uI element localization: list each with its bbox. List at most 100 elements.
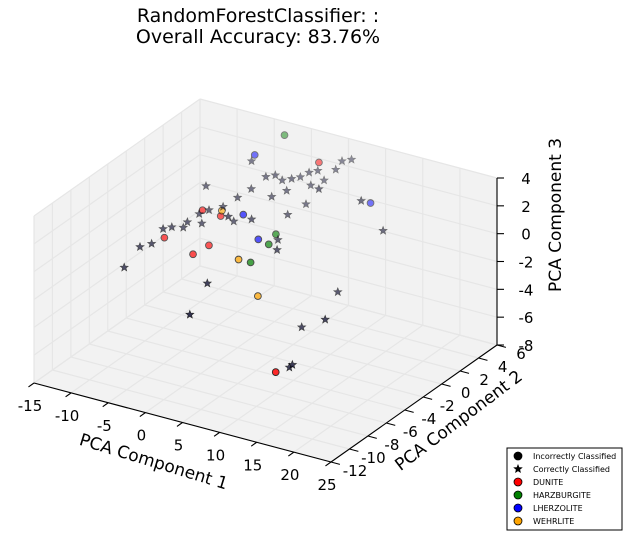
point-correctly-classified-star	[232, 192, 243, 202]
point-correctly-classified-star	[223, 211, 234, 221]
x-tick-label: -15	[18, 397, 43, 415]
point-correctly-classified-star	[194, 208, 205, 218]
point-correctly-classified-star	[319, 175, 329, 185]
point-correctly-classified-star	[196, 218, 207, 228]
z-tick-label: -2	[519, 254, 534, 272]
grid-line-x	[70, 275, 238, 394]
grid-line-y	[89, 343, 387, 424]
legend-marker-incorrectly-classified	[513, 451, 523, 461]
point-lherzolite-circle	[239, 210, 248, 219]
point-correctly-classified-star	[286, 173, 297, 183]
grid-line-y	[144, 304, 442, 385]
grid-line-z	[199, 237, 498, 318]
grid-line-z	[33, 154, 201, 273]
point-correctly-classified-star	[202, 278, 213, 288]
point-correctly-classified-star	[346, 154, 357, 164]
legend-marker-correctly-classified	[513, 463, 523, 474]
point-correctly-classified-star	[306, 180, 316, 190]
x-tick-label: -10	[55, 407, 80, 425]
grid-line-z	[33, 182, 201, 300]
grid-line-x	[219, 314, 386, 433]
y-tick-label: 6	[516, 345, 526, 363]
point-correctly-classified-star	[246, 183, 257, 193]
x-tick-mark	[28, 382, 35, 388]
legend-marker-wehrlite	[513, 516, 523, 526]
x-tick-mark	[213, 431, 220, 437]
legend-marker-harzburgite	[513, 490, 523, 500]
y-tick-label: -10	[361, 449, 386, 467]
legend-label-correctly-classified: Correctly Classified	[533, 465, 610, 474]
grid-line-z	[199, 154, 498, 235]
point-correctly-classified-star	[261, 171, 271, 181]
point-correctly-classified-star	[204, 205, 214, 215]
legend-marker-dunite	[513, 477, 523, 487]
tick-labels: -15-10-50510152025-12-10-8-6-4-20246-8-6…	[18, 170, 534, 494]
grid-line-z	[33, 98, 201, 217]
x-tick-label: 20	[280, 466, 299, 484]
point-correctly-classified-star	[228, 216, 239, 226]
legend-label-dunite: DUNITE	[533, 478, 563, 487]
grid-line-y	[52, 369, 350, 450]
y-tick-mark	[459, 370, 470, 374]
point-correctly-classified-star	[296, 322, 307, 332]
point-dunite-circle	[160, 233, 169, 242]
x-tick-mark	[139, 412, 146, 417]
grid-line-z	[199, 181, 498, 263]
y-tick-mark	[423, 396, 433, 400]
point-correctly-classified-star	[331, 164, 341, 174]
x-tick-mark	[102, 402, 109, 408]
point-dunite-circle	[271, 368, 280, 376]
point-dunite-circle	[315, 158, 323, 167]
point-harzburgite-circle	[264, 240, 273, 249]
y-tick-mark	[441, 383, 451, 387]
point-correctly-classified-star	[166, 222, 177, 232]
point-harzburgite-circle	[280, 131, 289, 139]
z-tick-label: 0	[521, 226, 531, 244]
point-correctly-classified-star	[201, 180, 211, 191]
point-correctly-classified-star	[185, 309, 195, 319]
point-correctly-classified-star	[301, 199, 311, 209]
y-tick-label: -6	[403, 423, 418, 441]
grid-line-x	[145, 295, 312, 414]
point-correctly-classified-star	[295, 171, 306, 182]
z-tick-label: 2	[521, 198, 531, 216]
y-tick-mark	[367, 435, 377, 439]
grid-line-x	[293, 334, 461, 453]
point-correctly-classified-star	[266, 191, 277, 201]
point-correctly-classified-star	[314, 183, 324, 194]
y-tick-label: -2	[440, 397, 455, 415]
point-correctly-classified-star	[273, 234, 283, 244]
point-correctly-classified-star	[135, 241, 145, 251]
y-tick-mark	[349, 448, 359, 452]
point-correctly-classified-star	[182, 217, 193, 227]
y-tick-mark	[330, 461, 341, 465]
axis-panes	[34, 99, 497, 462]
point-correctly-classified-star	[312, 165, 323, 175]
grid-line-z	[33, 209, 201, 328]
y-tick-label: -4	[421, 410, 436, 428]
z-tick-label: 4	[521, 170, 531, 188]
x-tick-mark	[250, 441, 258, 447]
grid-line-z	[33, 237, 201, 356]
grid-line-z	[199, 209, 498, 290]
point-lherzolite-circle	[254, 235, 263, 244]
point-harzburgite-circle	[246, 258, 255, 267]
point-correctly-classified-star	[320, 314, 331, 324]
y-tick-mark	[478, 357, 488, 361]
point-correctly-classified-star	[282, 209, 293, 219]
point-correctly-classified-star	[119, 262, 129, 272]
grid-line-z	[199, 265, 498, 346]
point-wehrlite-circle	[234, 255, 243, 264]
y-tick-label: -8	[384, 436, 399, 454]
chart-title-line1: RandomForestClassifier: :	[137, 5, 379, 27]
point-correctly-classified-star	[281, 185, 292, 195]
point-correctly-classified-star	[272, 244, 282, 254]
point-correctly-classified-star	[378, 225, 388, 235]
grid-line-x	[182, 305, 349, 423]
point-correctly-classified-star	[146, 238, 157, 248]
z-tick-label: -4	[519, 281, 534, 299]
point-correctly-classified-star	[178, 222, 189, 232]
point-correctly-classified-star	[246, 156, 257, 166]
